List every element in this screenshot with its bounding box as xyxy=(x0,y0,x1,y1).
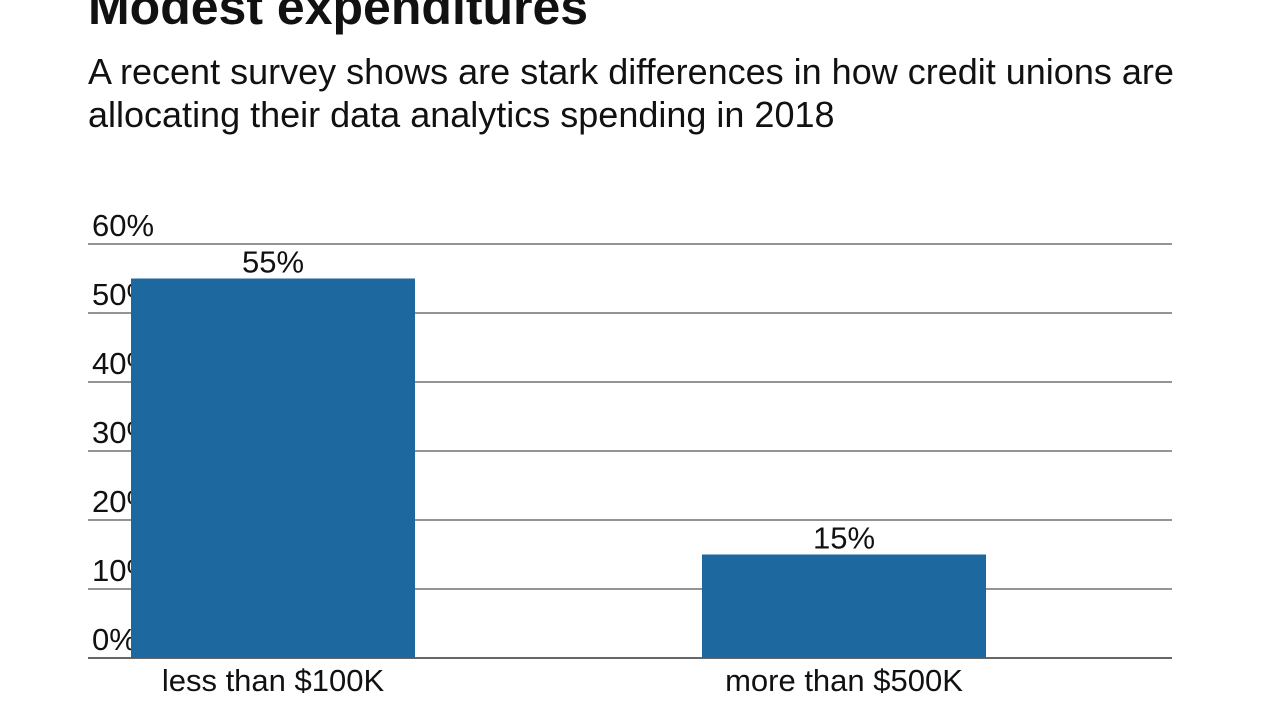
x-category-label: less than $100K xyxy=(162,663,385,698)
bar xyxy=(131,278,415,658)
data-label: 15% xyxy=(813,521,875,556)
chart-subtitle: A recent survey shows are stark differen… xyxy=(88,51,1174,135)
chart-title: Modest expenditures xyxy=(88,0,589,35)
y-tick-label: 0% xyxy=(92,622,137,657)
x-category-label: more than $500K xyxy=(725,663,963,698)
bar xyxy=(702,554,986,658)
data-label: 55% xyxy=(242,245,304,280)
y-tick-label: 60% xyxy=(92,208,154,243)
